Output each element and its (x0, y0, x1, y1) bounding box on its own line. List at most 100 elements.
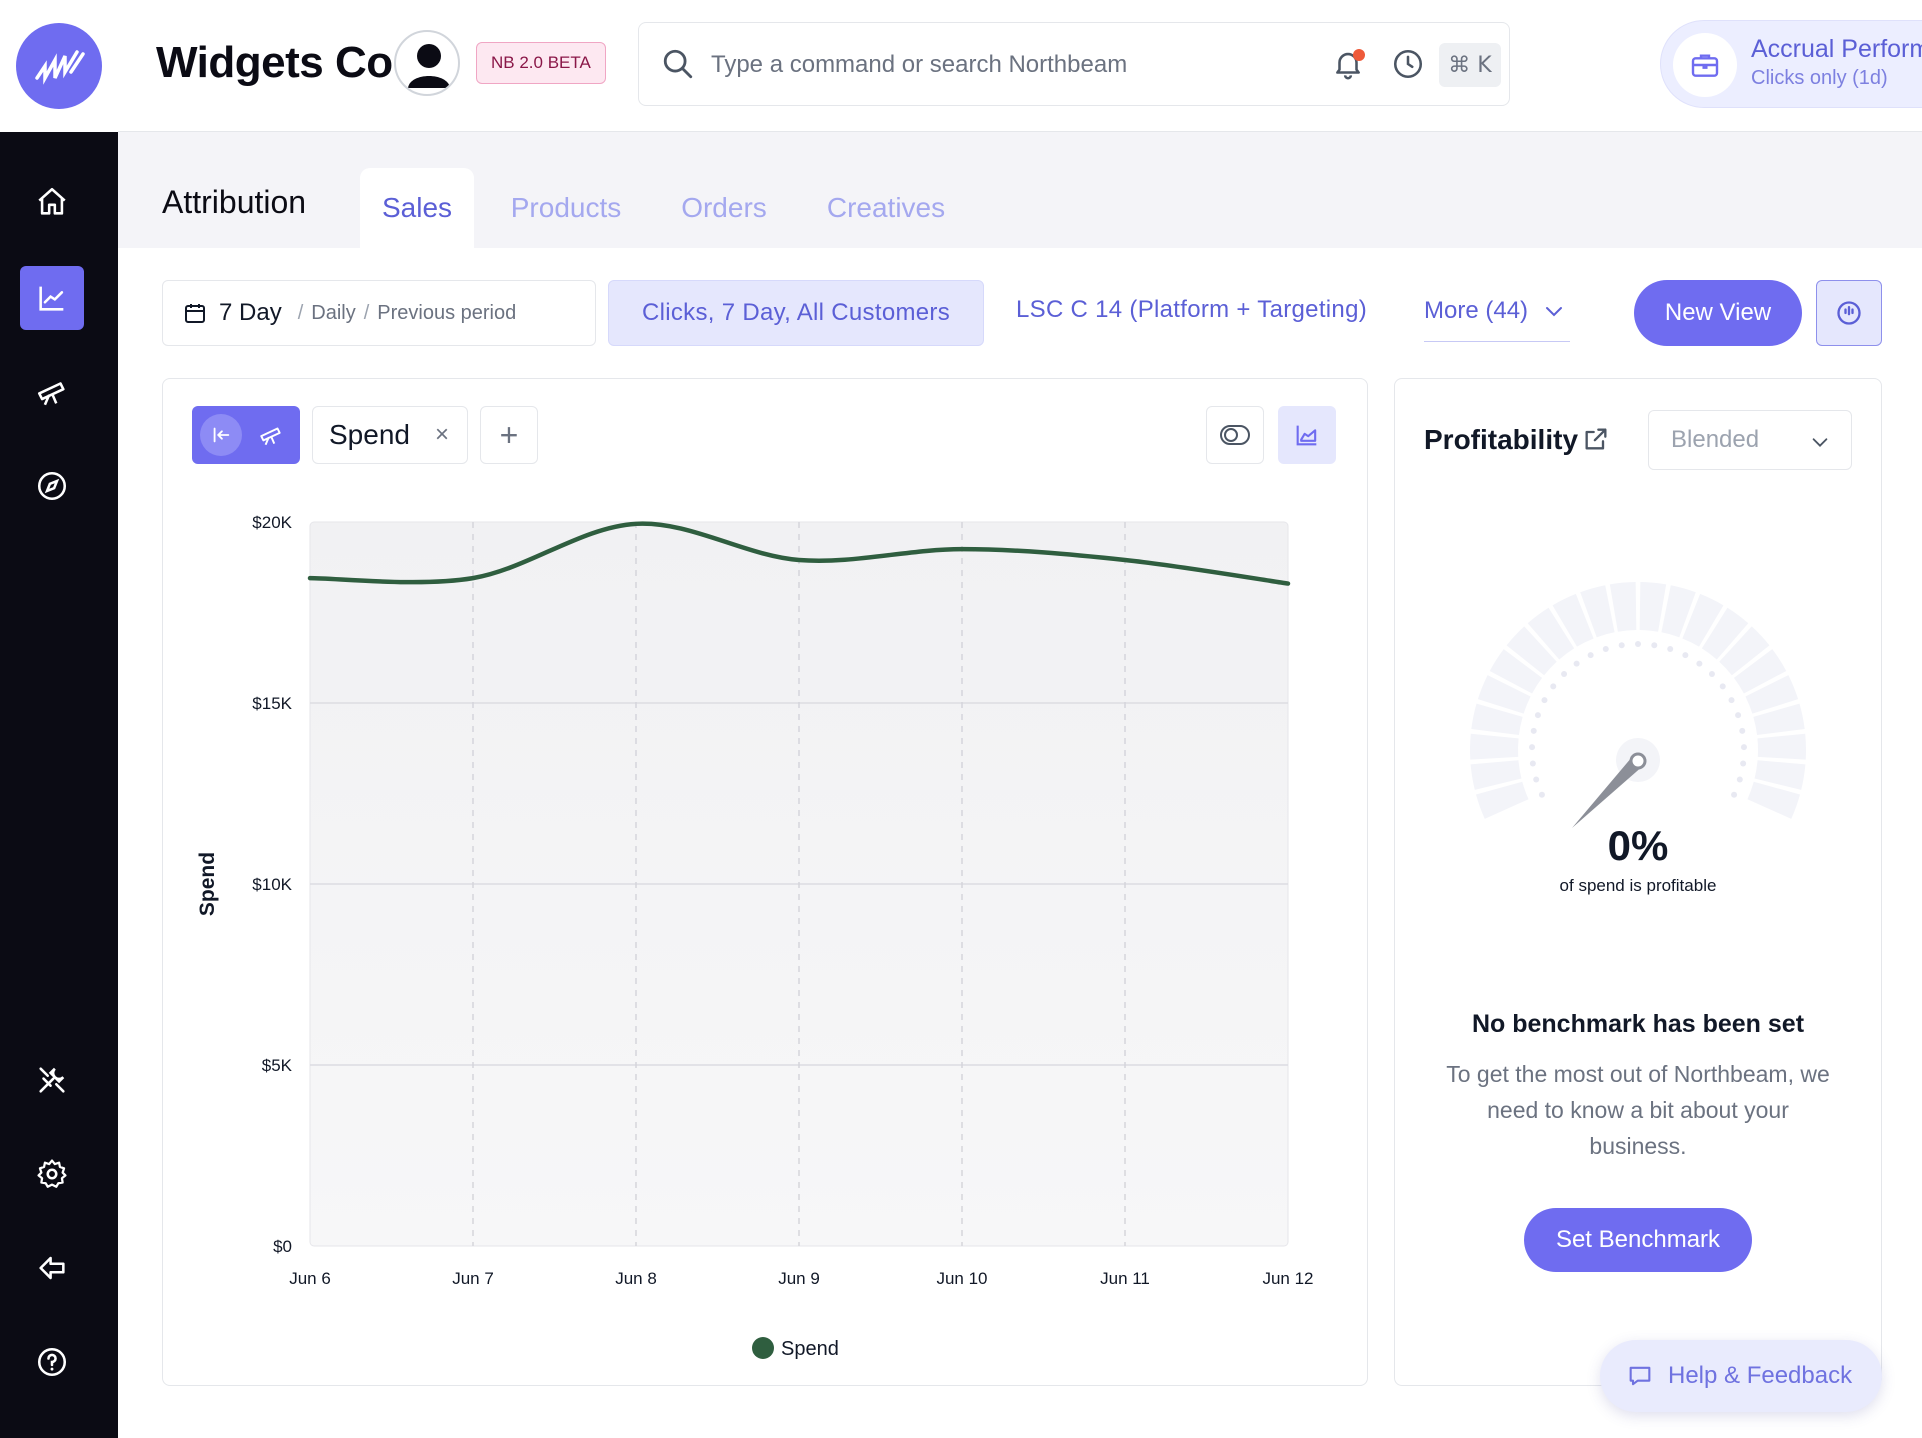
gauge-tick (1740, 760, 1747, 767)
sidebar-item-home[interactable] (20, 170, 84, 234)
compare-toggle-button[interactable] (1206, 406, 1264, 464)
gauge-pivot (1629, 752, 1647, 770)
avatar[interactable] (394, 30, 460, 96)
sidebar-item-telescope[interactable] (20, 360, 84, 424)
clock-icon[interactable] (1391, 47, 1425, 81)
profitability-mode-select[interactable]: Blended (1648, 410, 1852, 470)
area-chart-icon (1296, 425, 1317, 446)
accrual-subtitle: Clicks only (1d) (1751, 67, 1888, 89)
area-chart-button[interactable] (1278, 406, 1336, 464)
gauge-segment (1477, 675, 1531, 714)
sidebar-item-tools[interactable] (20, 1048, 84, 1112)
gauge-segment (1639, 582, 1667, 632)
tab-orders[interactable]: Orders (681, 192, 767, 223)
gauge-tick (1740, 744, 1747, 751)
chart-mode-toggle[interactable] (192, 406, 300, 464)
gauge-segment (1757, 733, 1806, 760)
toggle-icon (1220, 425, 1250, 445)
briefcase-icon-wrap (1673, 33, 1737, 97)
gauge-segment (1580, 585, 1615, 638)
tab-creatives[interactable]: Creatives (826, 192, 946, 223)
sidebar-item-help[interactable] (20, 1330, 84, 1394)
help-feedback-label: Help & Feedback (1668, 1362, 1853, 1389)
set-benchmark-button[interactable]: Set Benchmark (1524, 1208, 1752, 1272)
y-tick-label: $10K (252, 875, 292, 894)
beta-badge: NB 2.0 BETA (476, 42, 606, 84)
bell-icon[interactable] (1331, 47, 1365, 81)
legend-swatch-spend (752, 1337, 774, 1359)
y-tick-label: $20K (252, 513, 292, 532)
accrual-title: Accrual Performance (1751, 35, 1922, 63)
gauge-tick (1529, 744, 1536, 751)
calendar-icon (185, 304, 205, 323)
top-header: Widgets Co NB 2.0 BETA Type a command or… (118, 0, 1922, 132)
telescope-toggle[interactable] (250, 414, 292, 456)
gauge-tick (1682, 652, 1689, 659)
search-input[interactable]: Type a command or search Northbeam (711, 51, 1128, 78)
chevron-down-icon (1812, 438, 1828, 447)
gauge-tick (1530, 727, 1537, 734)
info-toggle-button[interactable] (1816, 280, 1882, 346)
help-feedback-button[interactable]: Help & Feedback (1600, 1340, 1882, 1412)
profitability-value-label: of spend is profitable (1559, 876, 1717, 895)
metric-chip-spend[interactable]: Spend × (312, 406, 468, 464)
sidebar-item-settings[interactable] (20, 1142, 84, 1206)
gauge-tick (1538, 791, 1545, 798)
more-dropdown[interactable]: More (44) (1424, 280, 1570, 342)
benchmark-description: To get the most out of Northbeam, we nee… (1446, 1061, 1830, 1159)
external-link-icon[interactable] (1582, 425, 1610, 453)
sidebar-item-attribution[interactable] (20, 266, 84, 330)
y-tick-label: $15K (252, 694, 292, 713)
y-tick-label: $5K (262, 1056, 293, 1075)
gauge-tick (1736, 776, 1743, 783)
sidebar-item-back[interactable] (20, 1236, 84, 1300)
chat-bubble-icon (1629, 1366, 1651, 1386)
add-metric-button[interactable]: + (480, 406, 538, 464)
gauge-tick (1587, 652, 1594, 659)
gauge-segment (1471, 703, 1523, 736)
command-search[interactable]: Type a command or search Northbeam ⌘ K (638, 22, 1510, 106)
x-tick-label: Jun 9 (778, 1269, 820, 1288)
logo-container[interactable] (0, 0, 118, 132)
tools-icon (39, 1067, 65, 1093)
new-view-button[interactable]: New View (1634, 280, 1802, 346)
gauge-tick (1708, 671, 1715, 678)
attribution-window-filter[interactable]: Clicks, 7 Day, All Customers (608, 280, 984, 346)
collapse-toggle[interactable] (200, 414, 242, 456)
tab-products[interactable]: Products (510, 192, 622, 223)
gauge-segment (1475, 781, 1529, 819)
shortcut-hint: ⌘ K (1439, 43, 1501, 87)
gauge-tick (1739, 727, 1746, 734)
company-name[interactable]: Widgets Co (156, 38, 393, 87)
chart-icon (39, 286, 64, 311)
gauge-segment (1552, 593, 1594, 647)
telescope-icon (260, 427, 281, 446)
profitability-value: 0% (1607, 822, 1669, 869)
page-title: Attribution (162, 184, 307, 220)
chart-legend[interactable]: Spend (752, 1337, 839, 1360)
remove-metric-icon[interactable]: × (434, 421, 449, 448)
gauge-tick (1529, 760, 1536, 767)
gauge-segment (1733, 649, 1787, 694)
search-icon (663, 49, 693, 79)
gauge-tick (1561, 671, 1568, 678)
series-line-spend[interactable] (307, 521, 1291, 586)
gauge-tick (1731, 791, 1738, 798)
accrual-performance-selector[interactable]: Accrual Performance Clicks only (1d) (1660, 20, 1922, 108)
help-icon (37, 1347, 67, 1377)
tab-sales[interactable]: Sales (360, 168, 474, 248)
date-compare: Previous period (377, 301, 517, 324)
date-range-picker[interactable]: 7 Day / Daily / Previous period (162, 280, 596, 346)
gauge-segment (1489, 649, 1543, 694)
attribution-model-link[interactable]: LSC C 14 (Platform + Targeting) (1016, 296, 1368, 323)
northbeam-logo[interactable] (16, 23, 102, 109)
gauge-tick (1573, 660, 1580, 667)
sidebar-item-explore[interactable] (20, 454, 84, 518)
profitability-title: Profitability (1424, 424, 1579, 455)
gauge-segment (1609, 582, 1637, 632)
gauge-segment (1661, 585, 1696, 638)
date-granularity: Daily (311, 301, 356, 324)
arrow-left-bar-icon (213, 427, 230, 443)
gauge-segment (1470, 733, 1519, 760)
telescope-icon (37, 382, 65, 406)
